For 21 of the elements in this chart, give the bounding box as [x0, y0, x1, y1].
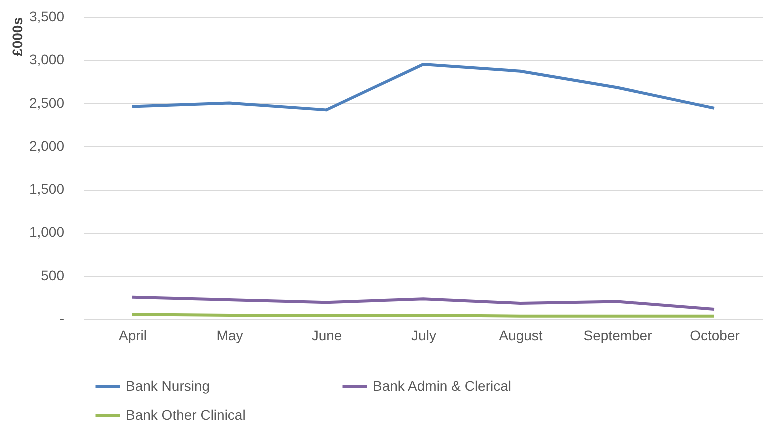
y-tick-label: - [60, 310, 65, 326]
x-tick-label: October [690, 328, 740, 344]
y-tick-label: 2,500 [29, 94, 65, 111]
y-tick-label: 3,000 [29, 52, 65, 68]
legend-label: Bank Nursing [126, 378, 210, 394]
x-tick-label: September [584, 328, 653, 344]
x-tick-label: June [312, 328, 342, 344]
legend-label: Bank Other Clinical [126, 407, 246, 423]
x-tick-label: April [118, 328, 148, 344]
y-tick-label: 1,500 [29, 181, 65, 198]
y-tick-label: 500 [41, 267, 65, 284]
x-tick-label: July [412, 328, 436, 344]
line-series [131, 62, 716, 112]
x-tick-label: May [216, 328, 244, 344]
legend-label: Bank Admin & Clerical [373, 378, 512, 394]
x-tick-label: August [499, 328, 543, 344]
y-tick-label: 1,000 [29, 224, 65, 240]
y-tick-label: 2,000 [29, 138, 65, 154]
y-axis-title: £000s [9, 17, 26, 56]
line-series [131, 296, 716, 312]
y-tick-label: 3,500 [29, 8, 65, 24]
